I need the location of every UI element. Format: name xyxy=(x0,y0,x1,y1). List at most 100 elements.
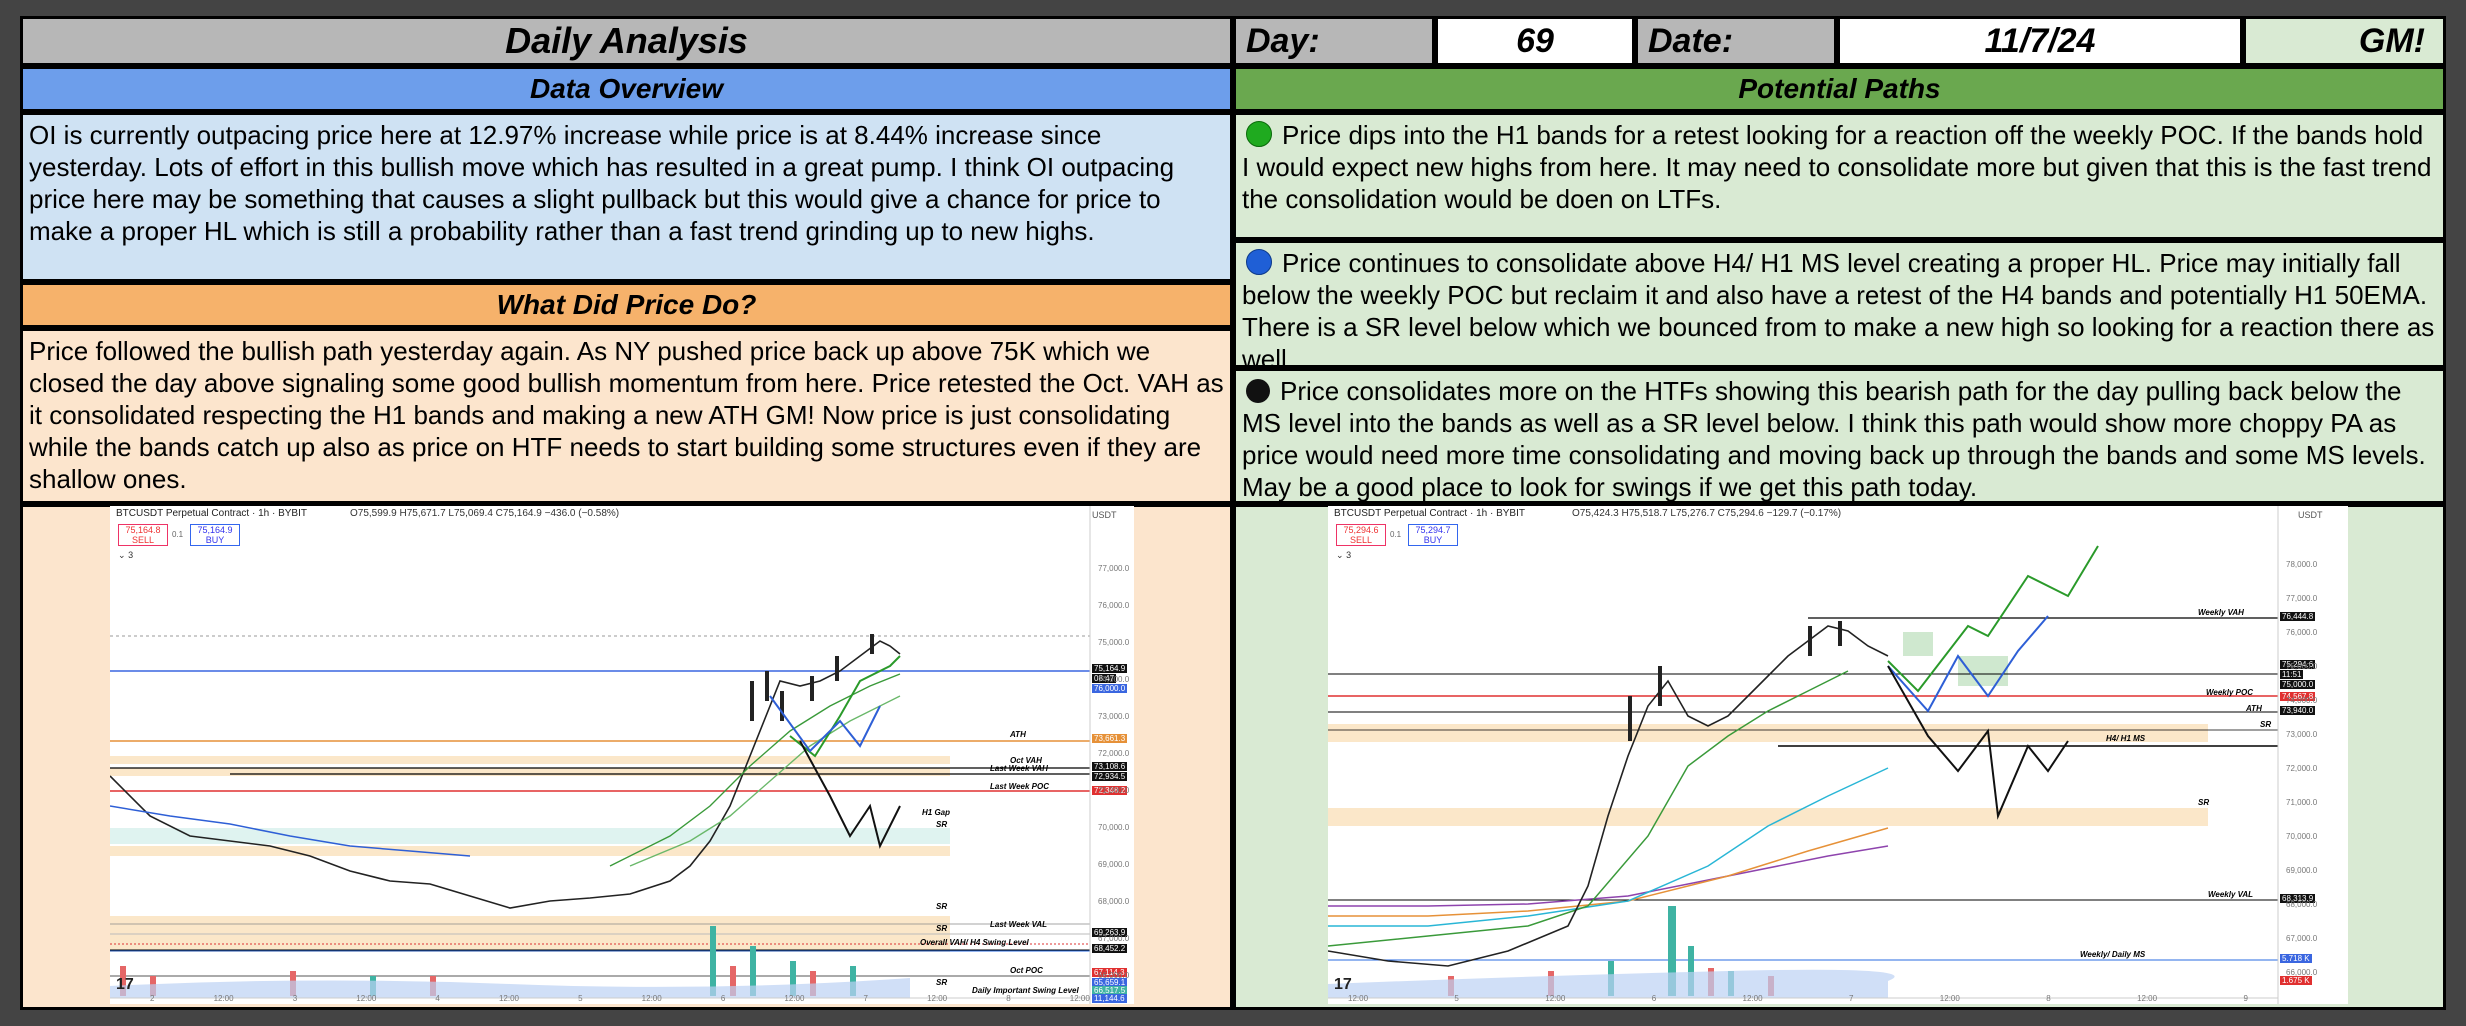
right-time-axis: 12:00 5 12:00 6 12:00 7 12:00 8 12:00 9 xyxy=(1348,994,2248,1003)
left-time-tick: 4 xyxy=(435,994,440,1003)
right-time-tick: 12:00 xyxy=(1939,994,1960,1003)
left-time-tick: 5 xyxy=(578,994,583,1003)
level-weekly-val: Weekly VAL xyxy=(2208,890,2254,899)
level-weekly-vah: Weekly VAH xyxy=(2198,608,2244,617)
day-label: Day: xyxy=(1233,16,1435,66)
left-indicator-toggle[interactable]: ⌄ 3 xyxy=(118,550,133,561)
tag-75000: 75,000.0 xyxy=(2280,680,2316,689)
left-axis-price: 74,000.0 xyxy=(1098,675,1130,684)
right-price-axis: 78,000.0 77,000.0 76,000.0 75,000.0 74,0… xyxy=(2286,548,2317,990)
left-time-tick: 12:00 xyxy=(927,994,948,1003)
right-time-tick: 12:00 xyxy=(1545,994,1566,1003)
tag-oct-vah: 73,108.6 xyxy=(1092,762,1128,771)
left-axis-price: 71,000.0 xyxy=(1098,786,1130,795)
level-ath: ATH xyxy=(2246,704,2262,713)
left-axis-price: 73,000.0 xyxy=(1098,712,1130,721)
what-did-price-do-text[interactable]: Price followed the bullish path yesterda… xyxy=(20,328,1233,504)
right-currency: USDT xyxy=(2298,510,2323,520)
right-axis-price: 73,000.0 xyxy=(2286,730,2318,739)
level-last-week-vah: Last Week VAH xyxy=(990,764,1048,773)
left-axis-price: 66,000.0 xyxy=(1098,971,1130,980)
right-axis-price: 72,000.0 xyxy=(2286,764,2318,773)
level-weekly-daily-ms: Weekly/ Daily MS xyxy=(2080,950,2146,959)
right-time-tick: 9 xyxy=(2243,994,2248,1003)
tag-lw-val: 69,263.9 xyxy=(1092,928,1128,937)
tag-volume-1: 66,517.5 xyxy=(1092,986,1128,995)
tag-lw-vah: 72,934.5 xyxy=(1092,772,1128,781)
left-price-axis: 77,000.0 76,000.0 75,000.0 74,000.0 73,0… xyxy=(1098,550,1129,994)
right-axis-price: 74,000.0 xyxy=(2286,696,2318,705)
left-sell-label: SELL xyxy=(131,535,155,545)
level-sr-4: SR xyxy=(936,978,948,987)
page-title: Daily Analysis xyxy=(20,16,1233,66)
right-sell-label: SELL xyxy=(1349,535,1373,545)
right-axis-price: 68,000.0 xyxy=(2286,900,2318,909)
left-axis-price: 67,000.0 xyxy=(1098,934,1130,943)
data-overview-text[interactable]: OI is currently outpacing price here at … xyxy=(20,112,1233,282)
day-value[interactable]: 69 xyxy=(1435,16,1635,66)
right-sell-button[interactable]: 75,294.6 SELL xyxy=(1336,524,1386,546)
level-sr-2: SR xyxy=(2198,798,2210,807)
left-time-tick: 12:00 xyxy=(498,994,519,1003)
chevron-down-icon: ⌄ xyxy=(118,550,126,560)
left-axis-price: 68,000.0 xyxy=(1098,897,1130,906)
left-chart-screenshot[interactable]: BTCUSDT Perpetual Contract · 1h · BYBIT … xyxy=(110,506,1134,1004)
tag-lw-poc: 72,348.2 xyxy=(1092,786,1128,795)
right-axis-price: 75,000.0 xyxy=(2286,662,2318,671)
left-time-tick: 12:00 xyxy=(784,994,805,1003)
left-axis-price: 72,000.0 xyxy=(1098,749,1130,758)
right-chart-screenshot[interactable]: BTCUSDT Perpetual Contract · 1h · BYBIT … xyxy=(1328,506,2348,1004)
tag-volume-1: 5.718 K xyxy=(2280,954,2312,963)
right-axis-price: 66,000.0 xyxy=(2286,968,2318,977)
chevron-down-icon: ⌄ xyxy=(1336,550,1344,560)
level-ath: ATH xyxy=(1010,730,1026,739)
left-time-tick: 6 xyxy=(720,994,726,1003)
right-axis-price: 70,000.0 xyxy=(2286,832,2318,841)
potential-paths-title: Potential Paths xyxy=(1233,66,2446,112)
path-2-text[interactable]: Price continues to consolidate above H4/… xyxy=(1233,240,2446,368)
right-indicator-count: 3 xyxy=(1346,550,1352,560)
date-label: Date: xyxy=(1635,16,1837,66)
right-time-tick: 12:00 xyxy=(2137,994,2158,1003)
left-sell-button[interactable]: 75,164.8 SELL xyxy=(118,524,168,546)
level-oct-vah: Oct VAH xyxy=(1010,756,1042,765)
right-axis-price: 67,000.0 xyxy=(2286,934,2318,943)
tag-ath: 73,940.0 xyxy=(2280,706,2316,715)
left-axis-price: 70,000.0 xyxy=(1098,823,1130,832)
right-sell-price: 75,294.6 xyxy=(1343,525,1379,535)
right-indicator-toggle[interactable]: ⌄ 3 xyxy=(1336,550,1351,561)
left-buy-button[interactable]: 75,164.9 BUY xyxy=(190,524,240,546)
level-h1-gap: H1 Gap xyxy=(922,808,951,817)
left-time-tick: 3 xyxy=(292,994,298,1003)
left-spread: 0.1 xyxy=(172,530,184,539)
right-axis-price: 78,000.0 xyxy=(2286,560,2318,569)
right-time-tick: 12:00 xyxy=(1348,994,1369,1003)
blue-circle-icon xyxy=(1246,249,1272,275)
tag-76000: 76,000.0 xyxy=(1092,684,1128,693)
level-overall-vah: Overall VAH/ H4 Swing Level xyxy=(920,938,1029,947)
left-axis-price: 75,000.0 xyxy=(1098,638,1130,647)
left-time-axis: 2 12:00 3 12:00 4 12:00 5 12:00 6 12:00 … xyxy=(150,994,1090,1003)
tag-countdown: 11:51 xyxy=(2280,670,2304,679)
left-time-tick: 2 xyxy=(150,994,155,1003)
right-chart-ohlc: O75,424.3 H75,518.7 L75,276.7 C75,294.6 … xyxy=(1572,508,1842,519)
tag-current-price: 75,294.6 xyxy=(2280,660,2316,669)
tag-weekly-val: 68,313.9 xyxy=(2280,894,2316,903)
green-circle-icon xyxy=(1246,121,1272,147)
path-3-text[interactable]: Price consolidates more on the HTFs show… xyxy=(1233,368,2446,504)
tag-overall-vah: 68,452.2 xyxy=(1092,944,1128,953)
tag-weekly-vah: 76,444.8 xyxy=(2280,612,2316,621)
right-time-tick: 12:00 xyxy=(1742,994,1763,1003)
right-buy-button[interactable]: 75,294.7 BUY xyxy=(1408,524,1458,546)
left-chart-ohlc: O75,599.9 H75,671.7 L75,069.4 C75,164.9 … xyxy=(350,508,620,519)
right-axis-price: 71,000.0 xyxy=(2286,798,2318,807)
tag-daily-swing: 65,659.1 xyxy=(1092,978,1128,987)
left-chart-symbol: BTCUSDT Perpetual Contract · 1h · BYBIT xyxy=(116,508,307,519)
level-sr-1: SR xyxy=(2260,720,2272,729)
date-value[interactable]: 11/7/24 xyxy=(1837,16,2243,66)
level-oct-poc: Oct POC xyxy=(1010,966,1043,975)
level-sr-1: SR xyxy=(936,820,948,829)
path-1-text[interactable]: Price dips into the H1 bands for a retes… xyxy=(1233,112,2446,240)
level-last-week-poc: Last Week POC xyxy=(990,782,1049,791)
tradingview-logo-icon: 17 xyxy=(116,976,134,993)
